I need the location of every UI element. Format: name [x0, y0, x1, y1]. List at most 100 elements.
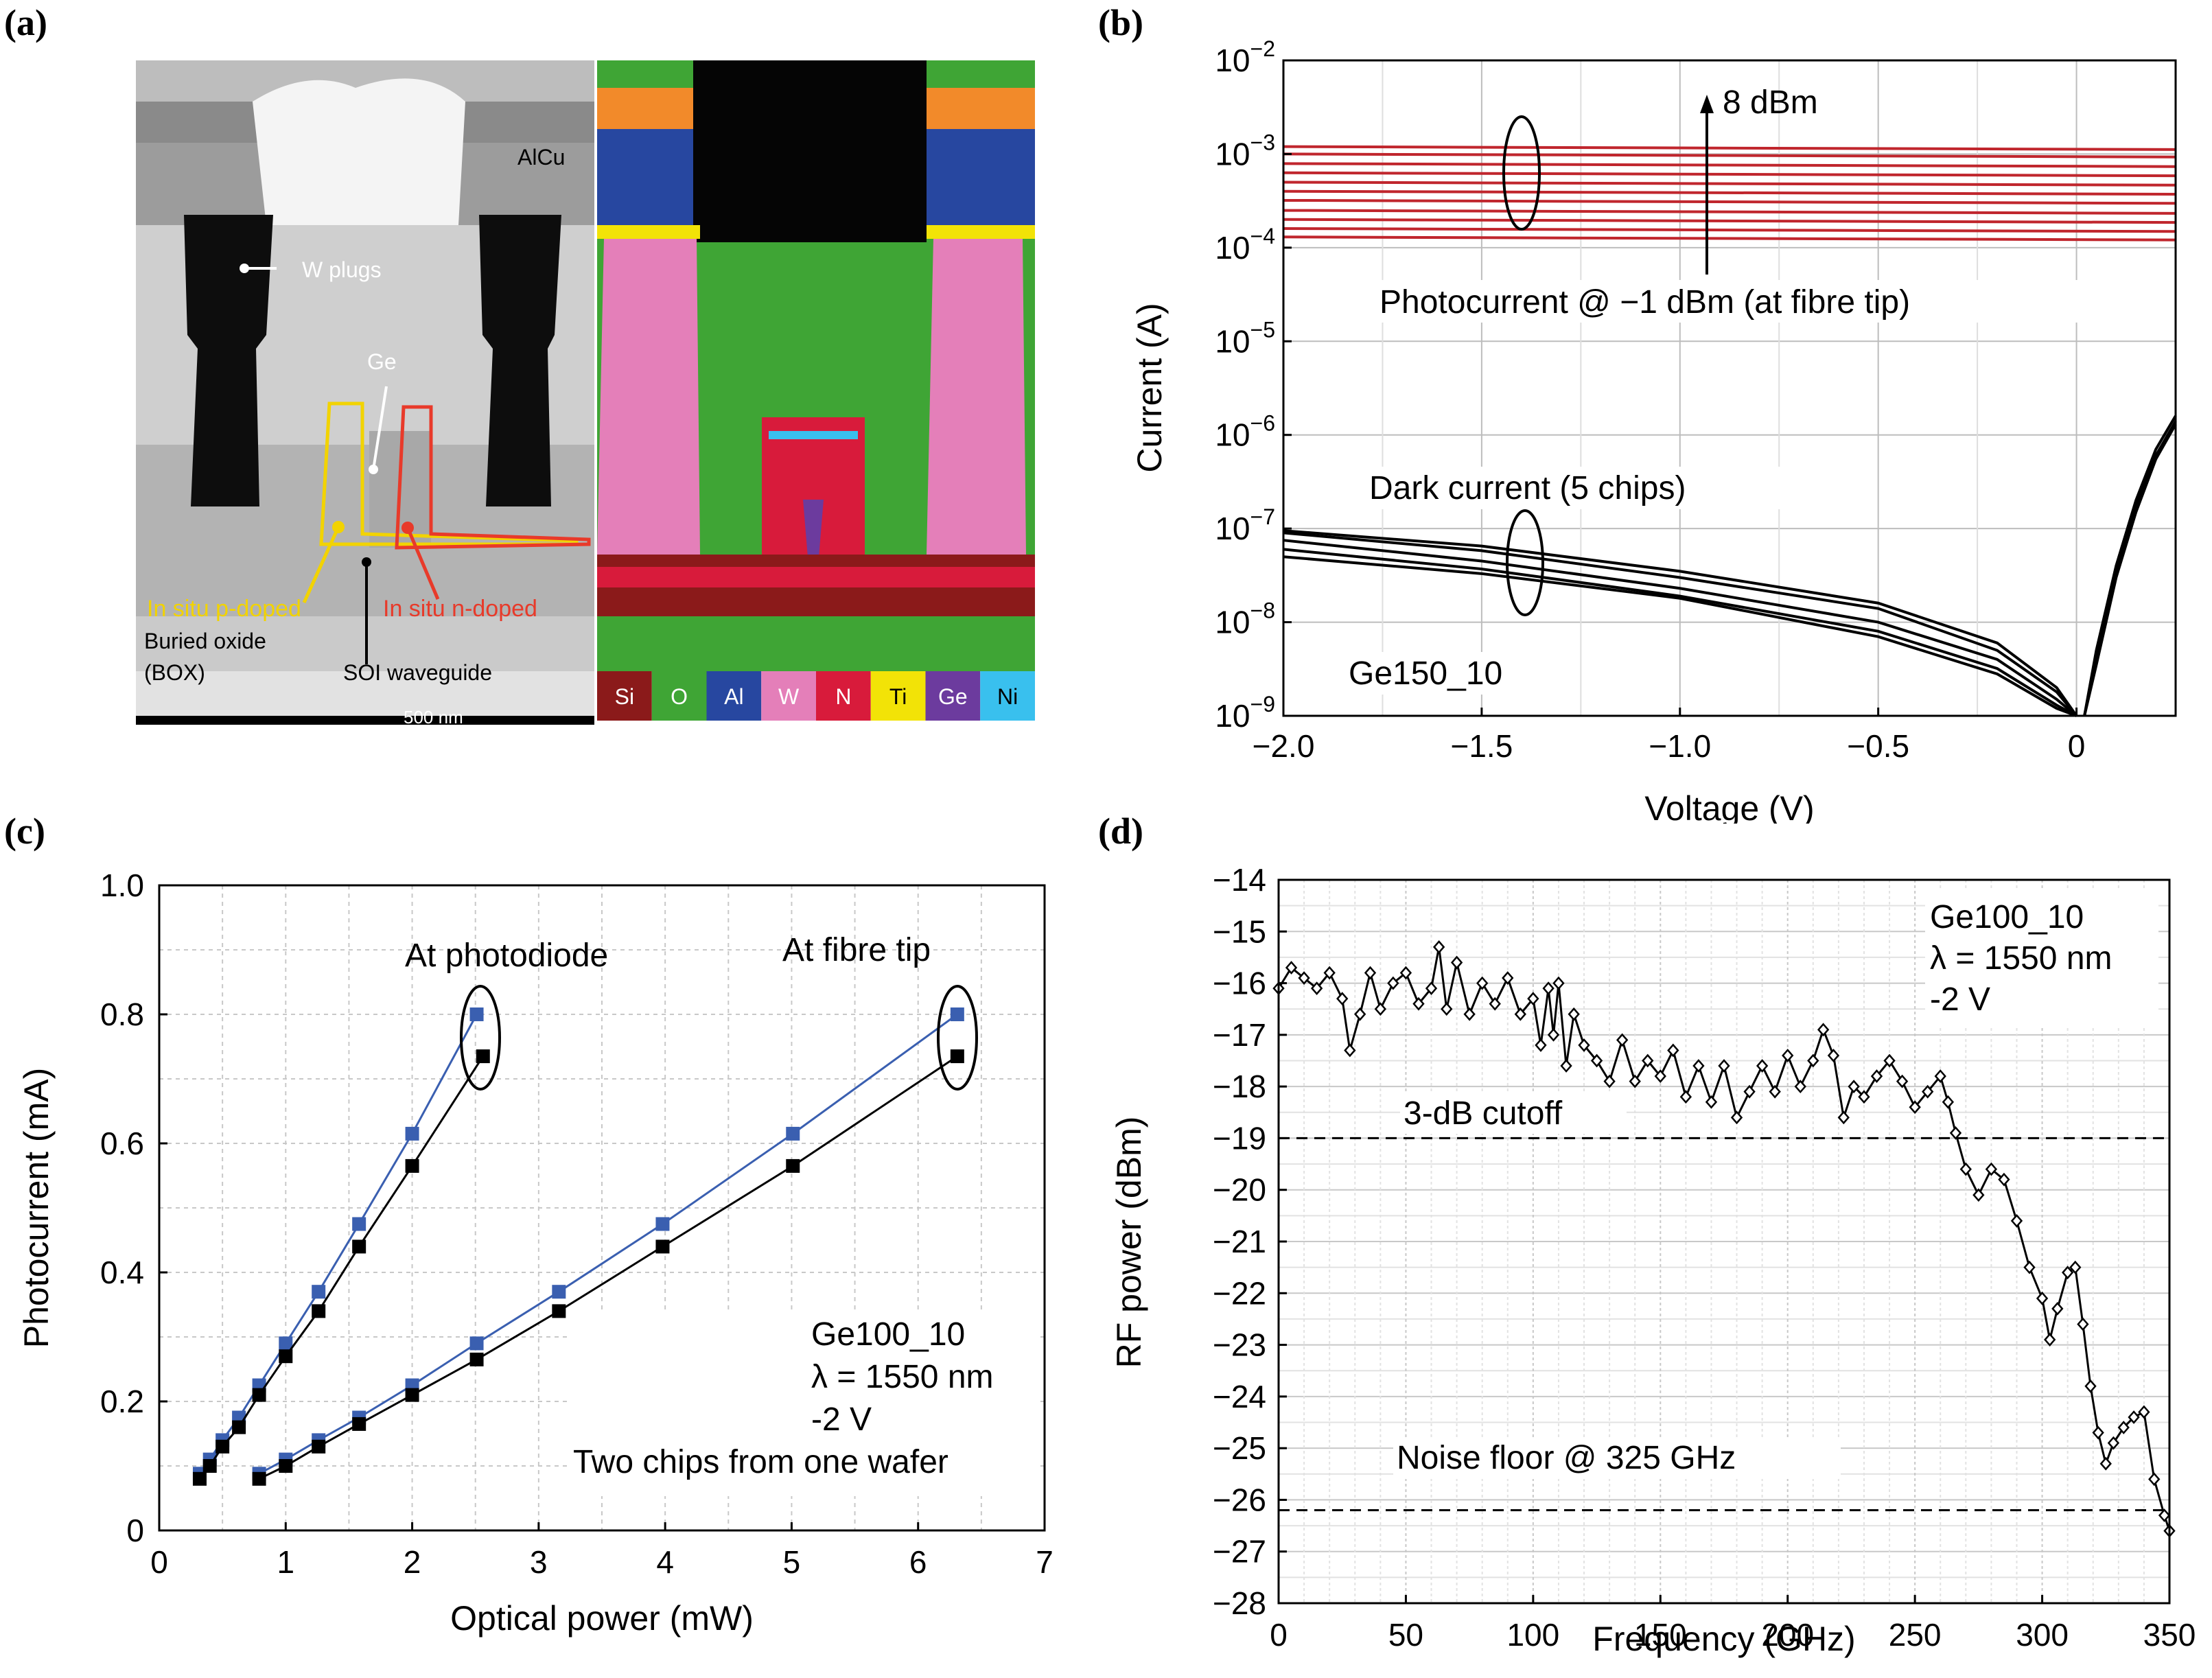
- data-point: [1502, 971, 1514, 985]
- y-tick-label: 10−3: [1215, 130, 1275, 172]
- chart-d-cutoff-label: 3-dB cutoff: [1404, 1095, 1563, 1132]
- data-point: [2138, 1405, 2150, 1419]
- chart-c-yticks: 0 0.2 0.4 0.6 0.8 1.0: [100, 867, 167, 1548]
- data-point: [1972, 1188, 1985, 1202]
- data-point: [1827, 1049, 1840, 1062]
- data-point: [2051, 1301, 2064, 1316]
- data-point: [1603, 1074, 1616, 1088]
- x-tick-label: 50: [1388, 1617, 1423, 1653]
- data-point: [469, 1007, 484, 1021]
- y-tick-label: −22: [1213, 1275, 1266, 1311]
- chart-b-ylabel: Current (A): [1130, 303, 1169, 472]
- data-point: [1896, 1074, 1909, 1088]
- data-point: [1998, 1172, 2010, 1187]
- data-point: [1547, 1027, 1560, 1042]
- data-point: [1909, 1100, 1921, 1115]
- chart-c-info-2: λ = 1550 nm: [811, 1359, 994, 1395]
- data-point: [405, 1126, 419, 1141]
- x-tick-label: 6: [909, 1544, 927, 1580]
- x-tick-label: 0: [2068, 728, 2086, 764]
- y-tick-label: 0: [126, 1513, 144, 1548]
- chart-d-cutoff-bg: [1400, 1093, 1627, 1134]
- data-point: [786, 1158, 800, 1173]
- data-point: [1310, 981, 1323, 995]
- data-point: [1535, 1038, 1547, 1052]
- legend-swatch-ni: [980, 671, 1035, 721]
- y-tick-label: −20: [1213, 1172, 1266, 1208]
- edx-map: [597, 60, 1035, 671]
- legend-swatch-ti: [870, 671, 926, 721]
- chart-d-ylabel: RF power (dBm): [1110, 1117, 1148, 1368]
- data-point: [950, 1049, 964, 1064]
- photocurrent-line: [1283, 152, 2176, 159]
- chart-b-iv: −2.0 −1.5 −1.0 −0.5 0 10−910−810−710−610−510…: [1130, 36, 2177, 824]
- chart-d-bandwidth: 0 50 100 150 200 250 300 350 −14 −15 −16 −17 −18 −19…: [1110, 862, 2196, 1658]
- data-point: [312, 1439, 326, 1454]
- chart-b-dark-bg: [1366, 467, 1819, 509]
- data-point: [279, 1459, 293, 1473]
- y-tick-label: 0.8: [100, 997, 144, 1032]
- data-point: [2128, 1410, 2140, 1424]
- data-point: [1560, 1059, 1572, 1073]
- data-point: [1568, 1007, 1580, 1021]
- dark-current-line: [1283, 531, 2078, 717]
- data-point: [2084, 1379, 2097, 1393]
- chart-c-photodiode-ellipse: [460, 985, 501, 1091]
- data-point: [252, 1388, 266, 1402]
- y-tick-label: 10−2: [1215, 36, 1275, 78]
- legend-swatch-n: [816, 671, 871, 721]
- panel-label-a: (a): [4, 2, 47, 43]
- dark-current-line: [1283, 529, 2078, 717]
- legend-label-ge: Ge: [938, 684, 968, 709]
- legend-label-ti: Ti: [889, 684, 907, 709]
- chart-b-dark-ellipse: [1506, 509, 1544, 616]
- data-point: [655, 1239, 670, 1254]
- legend-swatch-al: [706, 671, 762, 721]
- photocurrent-line: [1283, 235, 2176, 242]
- photocurrent-line: [198, 1014, 478, 1475]
- legend-label-ni: Ni: [997, 684, 1018, 709]
- data-point: [1922, 1084, 1934, 1099]
- data-point: [1425, 981, 1438, 995]
- data-point: [2077, 1317, 2089, 1331]
- data-point: [279, 1336, 293, 1351]
- tem-image: AlCu W plugs Ge In situ p-doped In situ …: [136, 60, 594, 732]
- dark-current-line: [1283, 539, 2077, 717]
- data-point: [252, 1471, 266, 1486]
- data-point: [1336, 992, 1349, 1006]
- chart-c-info-4: Two chips from one wafer: [573, 1444, 948, 1480]
- data-point: [2107, 1436, 2120, 1450]
- chart-d-xlabel: Frequency (GHz): [1592, 1620, 1855, 1658]
- y-tick-label: 10−4: [1215, 224, 1275, 266]
- photocurrent-line: [1283, 198, 2176, 205]
- y-tick-label: 10−9: [1215, 692, 1275, 734]
- label-w-plugs: W plugs: [302, 257, 382, 282]
- data-point: [1323, 966, 1336, 980]
- x-tick-label: 350: [2143, 1617, 2196, 1653]
- y-tick-label: −21: [1213, 1224, 1266, 1259]
- x-tick-label: 200: [1761, 1617, 1814, 1653]
- panel-label-b: (b): [1098, 2, 1143, 43]
- chart-b-xticks: −2.0 −1.5 −1.0 −0.5 0: [1253, 708, 2086, 764]
- y-tick-label: −25: [1213, 1430, 1266, 1466]
- data-point: [469, 1352, 484, 1366]
- data-point: [1364, 966, 1377, 980]
- chart-b-dark-label: Dark current (5 chips): [1369, 470, 1686, 506]
- legend-label-o: O: [671, 684, 688, 709]
- data-point: [1578, 1038, 1590, 1052]
- data-point: [1679, 1090, 1692, 1104]
- label-p-doped: In situ p-doped: [147, 596, 301, 622]
- data-point: [352, 1239, 366, 1254]
- data-point: [1743, 1084, 1756, 1099]
- chart-c-info-3: -2 V: [811, 1401, 872, 1438]
- photocurrent-line: [1283, 209, 2176, 215]
- x-tick-label: 3: [530, 1544, 548, 1580]
- x-tick-label: −1.0: [1649, 728, 1711, 764]
- chart-b-device-label: Ge150_10: [1349, 655, 1502, 692]
- data-point: [1412, 997, 1425, 1011]
- chart-b-frame: [1282, 59, 2177, 717]
- y-tick-label: 10−7: [1215, 504, 1275, 546]
- data-point: [192, 1471, 207, 1486]
- x-tick-label: 150: [1634, 1617, 1687, 1653]
- data-point: [1782, 1049, 1794, 1062]
